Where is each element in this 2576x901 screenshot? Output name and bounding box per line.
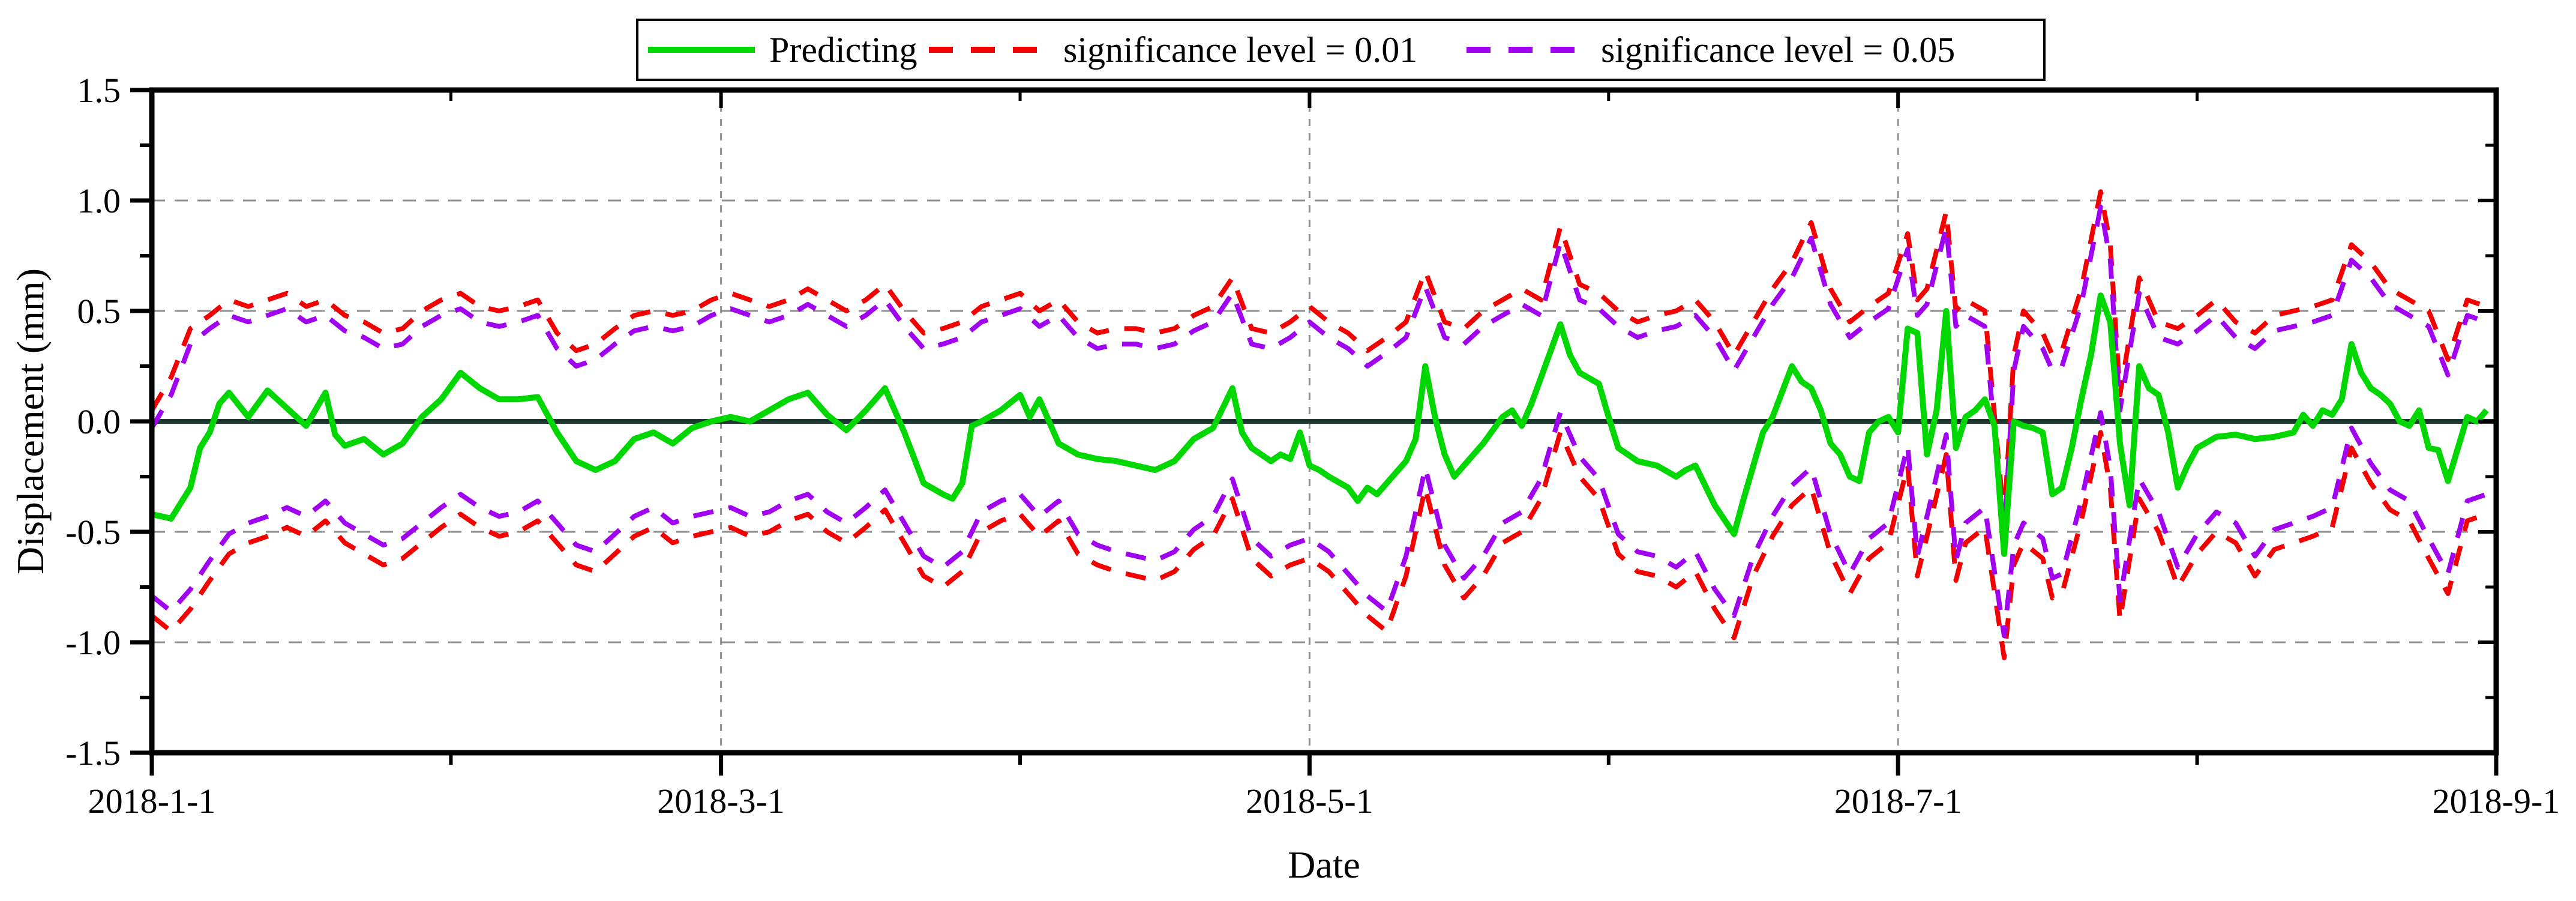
y-tick-label: -1.0 xyxy=(65,623,121,662)
y-tick-label: 0.0 xyxy=(77,402,121,441)
x-tick-label: 2018-9-1 xyxy=(2433,782,2560,821)
series-sig005_upper xyxy=(149,205,2488,539)
y-axis-title: Displacement (mm) xyxy=(9,268,52,574)
y-tick-label: 1.0 xyxy=(77,181,121,220)
legend-label: significance level = 0.05 xyxy=(1601,30,1955,70)
legend-box xyxy=(636,19,2046,81)
series-sig001_lower xyxy=(150,430,2488,660)
series-sig001_upper xyxy=(149,189,2488,523)
legend-label: significance level = 0.01 xyxy=(1063,30,1417,70)
x-tick-label: 2018-5-1 xyxy=(1246,782,1374,821)
x-tick-label: 2018-7-1 xyxy=(1834,782,1962,821)
x-axis-title: Date xyxy=(1288,843,1360,886)
y-tick-label: -1.5 xyxy=(65,734,121,773)
series-sig005_lower xyxy=(150,410,2488,638)
y-tick-label: -0.5 xyxy=(65,513,121,552)
y-tick-label: 1.5 xyxy=(77,71,121,110)
x-tick-label: 2018-3-1 xyxy=(657,782,785,821)
x-tick-label: 2018-1-1 xyxy=(88,782,216,821)
series-predicting xyxy=(151,292,2489,557)
y-tick-label: 0.5 xyxy=(77,292,121,331)
legend-label: Predicting xyxy=(769,30,917,70)
